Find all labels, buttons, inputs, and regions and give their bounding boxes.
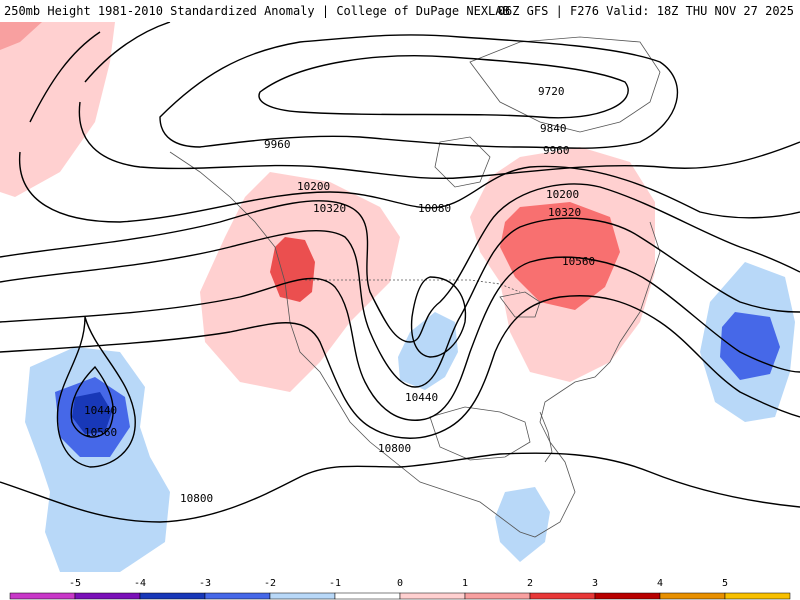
contour-10440	[0, 256, 800, 421]
contour-label: 10560	[84, 426, 117, 439]
colorbar-tick-label: -4	[134, 578, 146, 589]
colorbar-segment	[464, 592, 531, 600]
colorbar-segment	[74, 592, 141, 600]
colorbar-tick-label: 1	[462, 578, 468, 589]
colorbar-tick-label: 0	[397, 578, 403, 589]
colorbar-ticks: -5 -4 -3 -2 -1 0 1 2 3 4 5	[69, 578, 728, 589]
contour-9720	[258, 55, 629, 119]
pacific-low-inner	[70, 365, 114, 438]
contour-label: 10560	[562, 255, 595, 268]
colorbar-tick-label: -1	[329, 578, 341, 589]
map-header: 250mb Height 1981-2010 Standardized Anom…	[0, 0, 800, 22]
height-contours	[0, 22, 800, 523]
colorbar-segment	[204, 592, 271, 600]
colorbar-tick-label: 4	[657, 578, 663, 589]
contour-label: 9960	[543, 144, 570, 157]
contour-label: 10200	[297, 180, 330, 193]
us-border	[305, 279, 521, 293]
pacific-low-outer	[56, 316, 136, 468]
great-lakes	[499, 291, 541, 318]
colorbar-segment	[269, 592, 336, 600]
contour-label: 10800	[180, 492, 213, 505]
colorbar-segment	[724, 592, 791, 600]
contour-label: 10440	[405, 391, 438, 404]
colorbar-segment	[594, 592, 661, 600]
product-title: 250mb Height 1981-2010 Standardized Anom…	[4, 4, 510, 18]
central-low	[410, 276, 467, 358]
colorbar-segment	[9, 592, 76, 600]
contour-label: 9960	[264, 138, 291, 151]
florida	[539, 411, 553, 463]
north-america-coast	[169, 151, 661, 538]
colorbar-tick-label: 3	[592, 578, 598, 589]
greenland-outline	[469, 36, 661, 133]
colorbar-segment	[334, 592, 401, 600]
colorbar-segment	[399, 592, 466, 600]
contour-9840	[159, 34, 679, 149]
contour-10200	[0, 183, 800, 343]
hudson-bay	[434, 136, 491, 188]
contour-label-group: 9720 9840 9960 9960 10080 10200 10200 10…	[84, 85, 595, 505]
contour-label: 10320	[548, 206, 581, 219]
colorbar-segments	[9, 592, 791, 600]
model-run-info: 06Z GFS | F276 Valid: 18Z THU NOV 27 202…	[497, 4, 794, 18]
contour-10080	[19, 31, 800, 223]
colorbar-tick-label: 5	[722, 578, 728, 589]
contour-label: 9840	[540, 122, 567, 135]
colorbar: -5 -4 -3 -2 -1 0 1 2 3 4 5	[9, 578, 791, 600]
contour-10560	[0, 295, 800, 439]
contour-9960	[78, 22, 800, 180]
contour-label: 10800	[378, 442, 411, 455]
colorbar-segment	[529, 592, 596, 600]
positive-anomaly-nw-core	[0, 22, 42, 50]
colorbar-tick-label: -2	[264, 578, 276, 589]
anomaly-shading	[0, 22, 795, 572]
colorbar-segment	[659, 592, 726, 600]
contour-10320	[0, 217, 800, 388]
anomaly-map: 9720 9840 9960 9960 10080 10200 10200 10…	[0, 22, 800, 572]
positive-anomaly-east-core	[500, 202, 620, 310]
colorbar-tick-label: 2	[527, 578, 533, 589]
contour-label: 10200	[546, 188, 579, 201]
negative-anomaly-caribbean	[495, 487, 550, 562]
contour-label: 10320	[313, 202, 346, 215]
contour-10800	[0, 452, 800, 523]
contour-label: 9720	[538, 85, 565, 98]
negative-anomaly-central	[398, 312, 458, 390]
positive-anomaly-nw	[0, 22, 115, 197]
gulf-of-mexico	[429, 406, 531, 461]
positive-anomaly-west-core	[270, 237, 315, 302]
contour-label: 10080	[418, 202, 451, 215]
geography-outlines	[169, 36, 661, 538]
colorbar-segment	[139, 592, 206, 600]
colorbar-tick-label: -5	[69, 578, 81, 589]
colorbar-tick-label: -3	[199, 578, 211, 589]
negative-anomaly-pacific-core	[72, 392, 112, 434]
contour-label: 10440	[84, 404, 117, 417]
